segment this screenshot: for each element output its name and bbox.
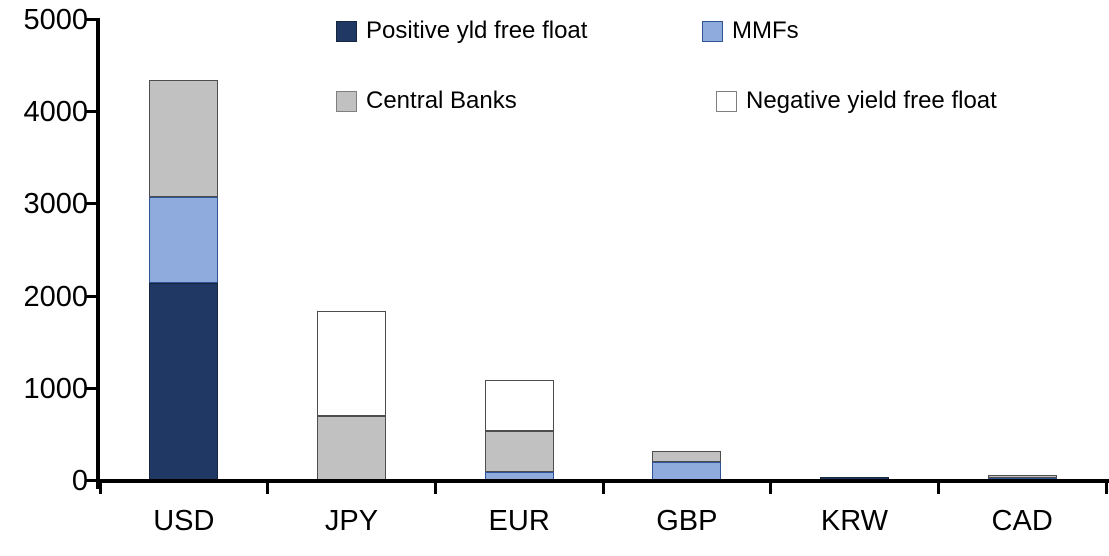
legend-label: Negative yield free float — [746, 87, 997, 114]
y-axis-tick — [85, 386, 96, 390]
x-axis-label-cad: CAD — [991, 505, 1053, 537]
legend-swatch-icon — [716, 90, 737, 112]
y-axis-tick — [85, 18, 96, 21]
y-axis-tick-label: 1000 — [23, 372, 88, 405]
y-axis-tick-label: 2000 — [23, 280, 88, 313]
x-axis-label-gbp: GBP — [656, 505, 718, 537]
x-axis-label-krw: KRW — [820, 505, 889, 537]
bar-segment-usd-mmfs — [149, 197, 219, 283]
x-axis-tick — [98, 483, 102, 494]
legend-swatch-icon — [336, 90, 357, 112]
bar-segment-gbp-central-banks — [652, 451, 722, 462]
x-axis-tick — [266, 483, 270, 494]
y-axis-tick-label: 4000 — [23, 96, 88, 129]
x-axis-tick — [769, 483, 773, 494]
legend-label: Positive yld free float — [366, 17, 588, 44]
legend-entry-negative-yield-free-float: Negative yield free float — [716, 87, 997, 115]
bar-segment-cad-central-banks — [987, 475, 1057, 478]
legend-label: Central Banks — [366, 87, 517, 114]
bar-segment-jpy-central-banks — [317, 416, 386, 481]
x-axis-label-usd: USD — [153, 505, 215, 537]
legend-swatch-icon — [336, 20, 357, 42]
bar-segment-usd-central-banks — [149, 79, 219, 198]
bar-segment-jpy-negative-yield-free-float — [317, 311, 386, 417]
y-axis-tick-label: 0 — [71, 465, 88, 497]
legend-entry-positive-yld-free-float: Positive yld free float — [336, 17, 587, 45]
y-axis-tick-label: 3000 — [23, 188, 88, 221]
x-axis-label-jpy: JPY — [324, 505, 379, 537]
x-axis-label-eur: EUR — [488, 505, 550, 537]
bar-segment-eur-negative-yield-free-float — [484, 379, 554, 432]
x-axis-tick — [433, 483, 437, 494]
y-axis-tick — [85, 202, 96, 206]
y-axis-line — [96, 18, 100, 489]
y-axis-tick — [85, 294, 96, 298]
x-axis-tick — [601, 483, 605, 494]
bar-segment-usd-positive-yld-free-float — [149, 282, 219, 481]
bar-segment-eur-central-banks — [484, 431, 554, 472]
legend-label: MMFs — [732, 17, 799, 44]
y-axis-tick — [85, 110, 96, 114]
y-axis-tick — [85, 479, 96, 482]
x-axis-line — [96, 479, 1109, 483]
x-axis-tick — [1104, 483, 1108, 494]
y-axis-tick-label: 5000 — [23, 4, 88, 36]
legend-entry-central-banks: Central Banks — [336, 87, 517, 115]
x-axis-tick — [936, 483, 940, 494]
legend-entry-mmfs: MMFs — [702, 17, 799, 45]
legend-swatch-icon — [702, 20, 723, 42]
